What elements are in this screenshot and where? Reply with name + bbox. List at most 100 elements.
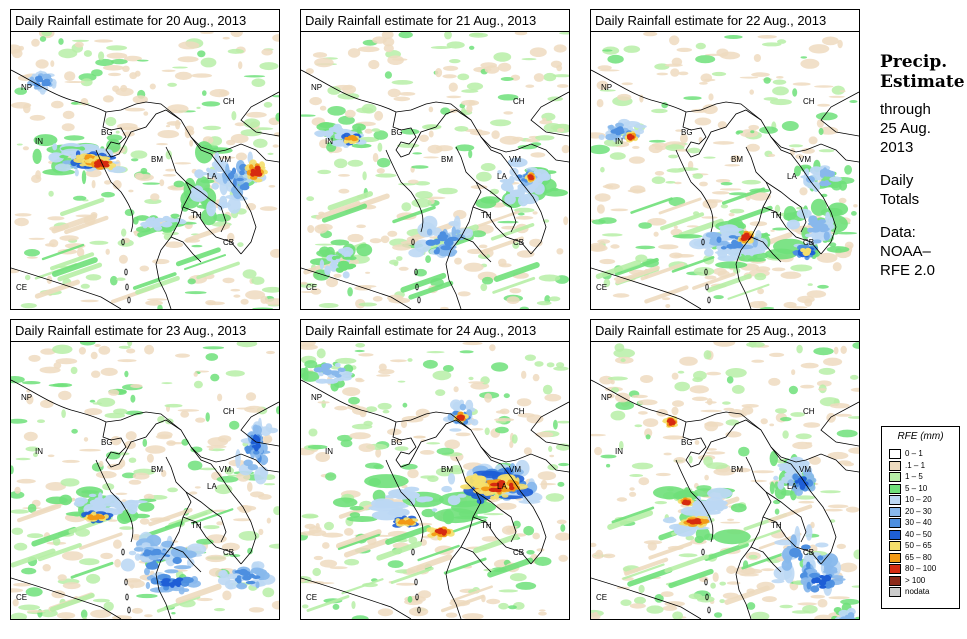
rain-cell xyxy=(744,232,750,237)
rain-cell xyxy=(560,524,566,532)
rain-cell xyxy=(105,248,110,255)
rain-cell xyxy=(207,147,233,154)
rain-cell xyxy=(721,227,744,232)
rain-cell xyxy=(468,376,474,381)
country-label-cb: CB xyxy=(513,548,524,557)
border-line xyxy=(412,419,502,465)
rain-cell xyxy=(230,32,243,38)
rain-cell xyxy=(206,445,227,449)
rain-cell xyxy=(327,379,335,384)
rain-cell xyxy=(42,564,51,572)
rain-cell xyxy=(35,59,49,69)
rain-cell xyxy=(743,236,748,241)
border-line xyxy=(301,577,412,619)
rain-cell xyxy=(779,466,784,472)
storm-cells xyxy=(310,122,568,281)
rain-cell xyxy=(247,547,253,555)
rain-cell xyxy=(187,278,196,285)
rain-band xyxy=(41,243,85,261)
rain-cell xyxy=(331,255,337,261)
rain-cell xyxy=(63,135,85,141)
rain-cell xyxy=(620,599,632,606)
rain-cell xyxy=(128,457,137,463)
rain-cell xyxy=(85,274,102,281)
rain-cell xyxy=(694,519,700,523)
rain-cell xyxy=(358,302,377,307)
rain-cell xyxy=(84,408,103,416)
rain-cell xyxy=(382,409,390,414)
rain-cell xyxy=(113,539,122,549)
rain-cell xyxy=(638,411,648,415)
legend-swatch xyxy=(889,460,901,471)
rain-band xyxy=(50,252,95,271)
rain-cell xyxy=(795,154,804,159)
border-line xyxy=(770,136,859,163)
rain-band xyxy=(487,557,534,578)
rain-cell xyxy=(319,559,338,568)
country-label-bg: BG xyxy=(101,438,113,447)
rain-cell xyxy=(486,479,499,483)
rain-cell xyxy=(98,51,105,61)
rain-cell xyxy=(493,52,512,62)
rain-band xyxy=(443,557,487,575)
rain-cell xyxy=(814,85,834,88)
rain-cell xyxy=(177,56,199,63)
rain-cell xyxy=(117,511,132,524)
rain-cell xyxy=(233,294,241,298)
rain-cell xyxy=(338,115,355,125)
rain-cell xyxy=(80,78,93,87)
border-line xyxy=(102,111,127,158)
rain-cell xyxy=(544,393,562,402)
rain-cell xyxy=(516,487,534,497)
rain-cell xyxy=(515,215,534,220)
country-borders xyxy=(11,379,279,619)
rain-cell xyxy=(771,579,785,584)
rain-cell xyxy=(529,47,547,57)
border-line xyxy=(480,136,569,163)
rain-cell xyxy=(773,475,779,481)
rain-cell xyxy=(823,231,830,241)
rain-cell xyxy=(833,346,839,355)
rain-cell xyxy=(724,35,743,39)
rain-cell xyxy=(462,342,483,346)
rain-cell xyxy=(425,255,431,263)
rain-cell xyxy=(491,362,509,372)
rain-band xyxy=(595,259,642,280)
rain-cell xyxy=(546,362,555,368)
rain-cell xyxy=(129,584,135,589)
rain-cell xyxy=(731,384,745,394)
rain-cell xyxy=(240,129,262,137)
rain-cell xyxy=(39,366,61,374)
legend-swatch xyxy=(889,483,901,494)
rain-cell xyxy=(500,77,514,81)
rain-cell xyxy=(95,471,117,479)
border-line xyxy=(182,516,242,565)
legend-swatch xyxy=(889,587,901,597)
rain-cell xyxy=(188,215,197,221)
rain-cell xyxy=(556,420,569,424)
rain-cell xyxy=(260,295,268,304)
rain-cell xyxy=(801,544,811,550)
border-line xyxy=(11,379,182,431)
rain-band xyxy=(376,541,422,561)
rain-cell xyxy=(672,400,684,407)
rain-cell xyxy=(342,256,354,260)
rain-cell xyxy=(445,248,458,255)
rain-cell xyxy=(180,410,190,418)
rain-cell xyxy=(51,81,57,89)
rain-cell xyxy=(165,125,171,128)
rain-cell xyxy=(143,493,155,500)
rain-cell xyxy=(339,374,352,381)
rain-cell xyxy=(467,248,483,254)
rain-cell xyxy=(343,364,354,374)
country-label-bm: BM xyxy=(151,155,163,164)
legend-swatch xyxy=(889,472,901,482)
rain-cell xyxy=(264,298,279,306)
rain-cell xyxy=(720,521,741,524)
rain-cell xyxy=(602,233,623,237)
rain-band xyxy=(664,554,709,573)
rain-cell xyxy=(556,84,569,88)
rain-cell xyxy=(110,58,128,65)
border-line xyxy=(675,459,714,543)
rain-cell xyxy=(445,612,458,618)
